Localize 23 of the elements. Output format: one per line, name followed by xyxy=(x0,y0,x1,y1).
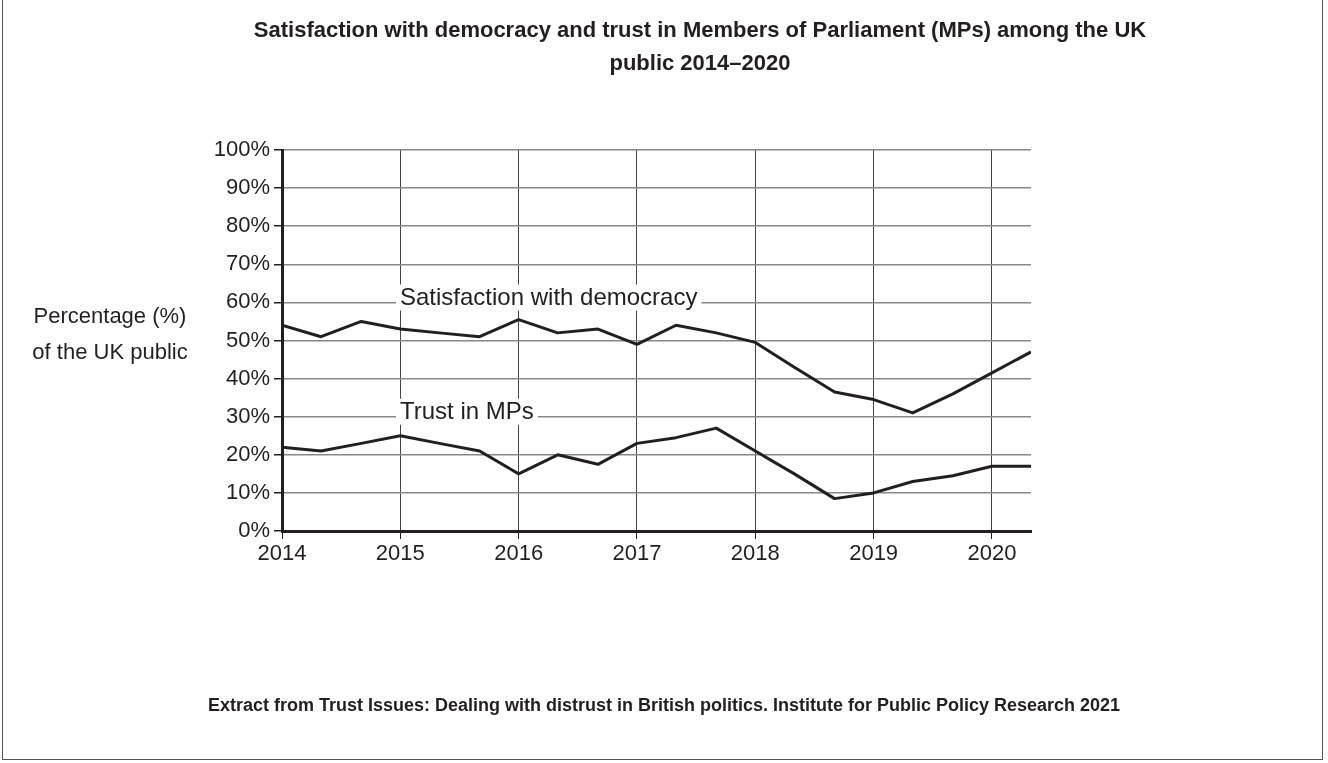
y-tick-label: 80% xyxy=(225,212,270,238)
x-tick-label: 2014 xyxy=(257,540,307,566)
y-tick-label: 60% xyxy=(225,288,270,314)
y-tick-label: 40% xyxy=(225,364,270,390)
x-tick-label: 2017 xyxy=(612,540,662,566)
y-tick-label: 50% xyxy=(225,326,270,352)
series-label: Satisfaction with democracy xyxy=(400,283,698,311)
x-tick-label: 2020 xyxy=(967,540,1017,566)
chart-title: Satisfaction with democracy and trust in Members of Parliament (MPs) among the UK public 2014–2020 xyxy=(252,16,1148,77)
x-tick-label: 2019 xyxy=(849,540,899,566)
text: Extract from Trust Issues: Dealing with distrust in British politics. Institute for Public Policy Research 2021 xyxy=(206,695,1122,716)
x-tick-label: 2016 xyxy=(494,540,544,566)
y-tick-label: 30% xyxy=(225,402,270,428)
x-tick-label: 2018 xyxy=(730,540,780,566)
x-tick-label: 2015 xyxy=(375,540,425,566)
y-tick-label: 90% xyxy=(225,174,270,200)
y-tick-label: 10% xyxy=(225,478,270,504)
y-tick-label: 0% xyxy=(238,517,270,543)
series-label: Trust in MPs xyxy=(400,397,534,425)
y-tick-label: 100% xyxy=(213,136,270,162)
y-axis-title: Percentage (%) of the UK public xyxy=(31,302,189,366)
y-tick-label: 70% xyxy=(225,250,270,276)
y-tick-label: 20% xyxy=(225,440,270,466)
